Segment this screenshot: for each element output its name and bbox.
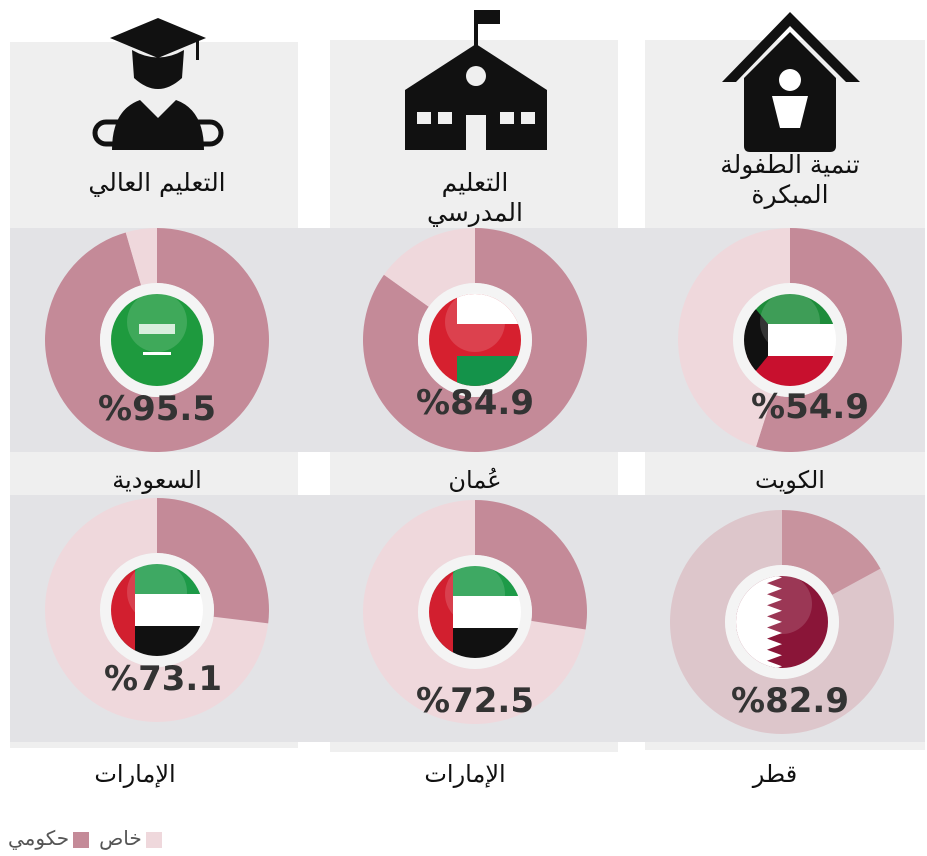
donut-segment-rest (157, 498, 269, 624)
donut-segment (44, 498, 269, 723)
flag-part (143, 352, 171, 355)
flag-part (111, 294, 203, 386)
value-label: %73.1 (104, 659, 222, 699)
legend-swatch (145, 831, 162, 848)
graduate-icon (92, 18, 224, 150)
column-title: تنمية الطفولة المبكرة (720, 150, 860, 209)
value-label: %84.9 (416, 383, 534, 423)
donut-segment (45, 228, 270, 453)
donut-segment-rest (678, 228, 790, 447)
donut-segment (362, 228, 588, 452)
country-name: عُمان (448, 466, 502, 494)
donut-segment (363, 500, 586, 724)
legend-label: حكومي (8, 826, 70, 850)
value-label: %95.5 (98, 389, 216, 429)
flag-gloss (127, 562, 187, 622)
country-name: السعودية (112, 466, 202, 494)
donut-segment-rest (782, 510, 881, 595)
flag-part (736, 576, 782, 668)
flag-gloss (752, 574, 812, 634)
legend-item: حكومي (8, 826, 90, 850)
flag-gloss (445, 292, 505, 352)
flag-gloss (127, 292, 187, 352)
flag (111, 294, 203, 386)
value-label: %72.5 (416, 681, 534, 721)
country-name: قطر (752, 760, 798, 788)
donut-segment-rest (475, 500, 587, 630)
country-name: الكويت (755, 466, 825, 494)
column-title: التعليم العالي (88, 168, 226, 197)
childhood-icon (722, 12, 860, 152)
flag-part (139, 324, 175, 334)
legend-item: خاص (99, 826, 162, 850)
value-label: %54.9 (751, 387, 869, 427)
flag (736, 576, 828, 668)
flag-gloss (760, 292, 820, 352)
donut-segment (670, 510, 894, 734)
legend: خاص حكومي (8, 826, 162, 850)
column-title: التعليم المدرسي (427, 168, 523, 227)
donut-segment-rest (125, 228, 157, 286)
donut-segment-rest (383, 228, 475, 307)
school-icon (405, 10, 547, 150)
flag-gloss (445, 564, 505, 624)
country-name: الإمارات (94, 760, 176, 788)
legend-swatch (73, 831, 90, 848)
donut-segment (756, 228, 902, 452)
legend-label: خاص (99, 826, 142, 850)
country-name: الإمارات (424, 760, 506, 788)
flag (429, 294, 521, 386)
value-label: %82.9 (731, 681, 849, 721)
